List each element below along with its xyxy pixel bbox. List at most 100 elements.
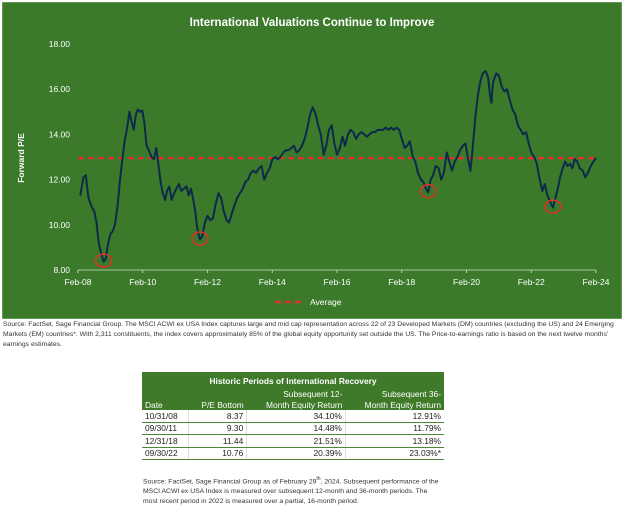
data-point xyxy=(350,129,352,131)
data-point xyxy=(196,224,198,226)
y-axis-label: Forward P/E xyxy=(16,133,26,183)
trough-circle xyxy=(94,253,113,268)
data-point xyxy=(209,219,211,221)
header-cell xyxy=(188,388,247,399)
series-layer xyxy=(79,70,597,263)
data-point xyxy=(155,147,157,149)
data-point xyxy=(438,167,440,169)
data-point xyxy=(360,131,362,133)
data-point xyxy=(82,176,85,178)
table-row: 09/30/11 9.30 14.48% 11.79% xyxy=(142,422,444,435)
data-point xyxy=(271,158,273,160)
data-point xyxy=(412,156,414,158)
data-point xyxy=(133,129,135,131)
data-point xyxy=(564,160,566,163)
data-point xyxy=(247,179,249,181)
header-cell-pe: P/E Bottom xyxy=(188,399,247,410)
header-cell xyxy=(142,388,189,399)
data-point xyxy=(490,102,492,104)
data-point xyxy=(103,261,105,263)
data-point xyxy=(506,88,508,90)
pe-chart: International Valuations Continue to Imp… xyxy=(2,2,622,319)
data-point xyxy=(533,156,535,158)
data-point xyxy=(430,179,432,181)
data-point xyxy=(459,149,461,151)
data-point xyxy=(141,110,143,112)
data-point xyxy=(119,181,121,183)
cell-12m: 20.39% xyxy=(246,447,346,460)
data-point xyxy=(250,172,252,174)
data-point xyxy=(173,192,175,194)
data-point xyxy=(93,210,95,212)
data-point xyxy=(432,174,434,176)
data-point xyxy=(522,133,524,135)
data-point xyxy=(549,201,552,203)
data-point xyxy=(401,138,403,140)
data-point xyxy=(175,188,177,190)
data-point xyxy=(464,142,467,144)
data-point xyxy=(374,131,376,133)
data-point xyxy=(559,176,561,178)
data-point xyxy=(406,145,408,147)
data-point xyxy=(301,145,303,147)
data-point xyxy=(91,206,93,208)
recovery-table-panel: Historic Periods of International Recove… xyxy=(142,372,444,460)
data-point xyxy=(368,133,370,135)
data-point xyxy=(520,129,522,131)
y-tick-label: 16.00 xyxy=(49,84,71,94)
data-point xyxy=(376,129,379,131)
data-point xyxy=(325,145,327,147)
data-point xyxy=(541,190,543,192)
data-point xyxy=(162,192,164,194)
data-point xyxy=(180,190,182,192)
cell-12m: 21.51% xyxy=(246,434,346,448)
data-point xyxy=(183,188,185,190)
data-point xyxy=(148,149,150,151)
table-row: 09/30/22 10.76 20.39% 23.03%* xyxy=(142,447,444,460)
data-point xyxy=(199,238,201,241)
data-point xyxy=(467,158,469,160)
data-point xyxy=(266,172,268,174)
data-point xyxy=(226,219,228,221)
data-point xyxy=(223,210,225,212)
data-point xyxy=(323,154,325,156)
header-cell-date: Date xyxy=(142,399,189,410)
data-point xyxy=(469,170,471,172)
data-point xyxy=(105,258,107,260)
data-point xyxy=(485,70,487,72)
x-tick-label: Feb-24 xyxy=(583,277,610,287)
trough-circle xyxy=(191,231,209,246)
data-point xyxy=(347,133,349,135)
x-tick-label: Feb-08 xyxy=(65,277,92,287)
data-point xyxy=(197,233,199,235)
x-tick-label: Feb-14 xyxy=(259,277,286,287)
data-point xyxy=(554,197,557,199)
data-point xyxy=(456,156,458,158)
cell-pe: 9.30 xyxy=(188,422,247,435)
data-point xyxy=(158,165,160,167)
trough-markers xyxy=(94,184,562,268)
x-tick-label: Feb-16 xyxy=(324,277,351,287)
data-point xyxy=(220,197,222,199)
data-point xyxy=(130,120,132,122)
data-point xyxy=(358,133,360,135)
data-point xyxy=(212,217,214,219)
data-point xyxy=(566,165,569,167)
cell-36m: 23.03%* xyxy=(344,447,444,460)
data-point xyxy=(595,157,597,159)
data-point xyxy=(552,207,554,209)
data-point xyxy=(482,72,484,74)
table-note-sup: th xyxy=(316,476,321,482)
data-point xyxy=(293,145,295,147)
data-point xyxy=(190,188,192,190)
data-point xyxy=(435,165,437,167)
data-point xyxy=(546,194,549,196)
data-point xyxy=(95,221,98,224)
data-point xyxy=(474,118,476,120)
data-point xyxy=(285,149,287,151)
data-point xyxy=(579,167,581,169)
data-point xyxy=(592,160,595,163)
data-point xyxy=(317,124,319,126)
header-cell: Subsequent 12- xyxy=(246,388,346,399)
data-point xyxy=(282,151,284,154)
